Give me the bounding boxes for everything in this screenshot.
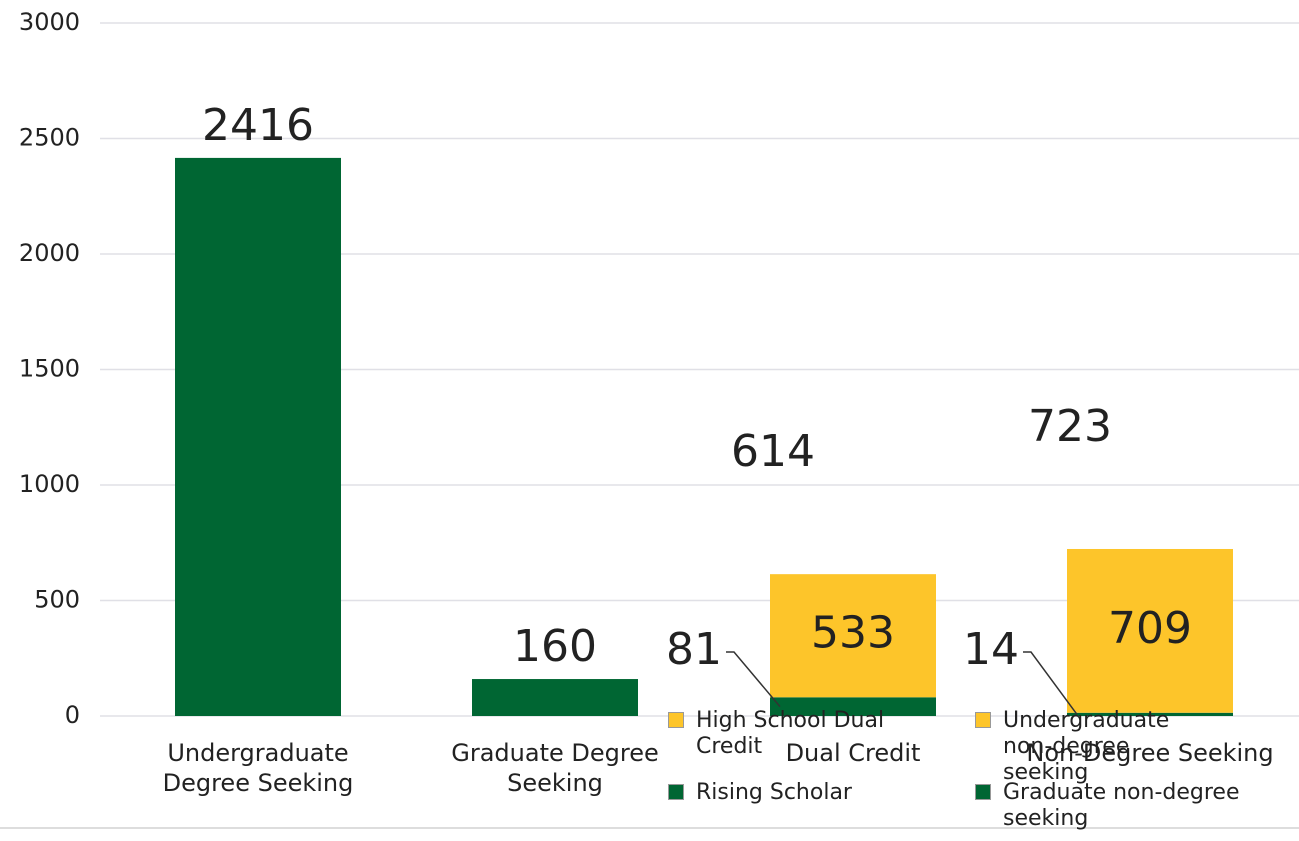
legend-label: Rising Scholar — [696, 780, 852, 805]
legend-label: Undergraduate non-degree seeking — [1003, 708, 1170, 785]
bar-segment — [1067, 548, 1233, 713]
data-label: 14 — [963, 624, 1019, 675]
bar-segment — [770, 697, 936, 716]
data-label: 2416 — [202, 100, 314, 151]
y-tick-label: 3000 — [19, 8, 80, 36]
legend-item: Graduate non-degree seeking — [975, 780, 1275, 832]
legend-swatch — [668, 712, 684, 728]
legend-label: Graduate non-degree seeking — [1003, 780, 1240, 831]
x-tick-label: Graduate Degree Seeking — [451, 739, 659, 797]
y-tick-label: 2000 — [19, 239, 80, 267]
legend-item: Undergraduate non-degree seeking — [975, 708, 1185, 786]
y-tick-label: 1000 — [19, 470, 80, 498]
data-label: 709 — [1108, 603, 1192, 654]
x-tick-label: Dual Credit — [785, 739, 921, 767]
bar-segment — [175, 157, 341, 717]
x-tick-label: Undergraduate Degree Seeking — [162, 739, 354, 797]
x-tick-label: Non-Degree Seeking — [1026, 739, 1274, 767]
data-label: 81 — [666, 624, 722, 675]
total-label: 723 — [1028, 401, 1112, 452]
total-label: 614 — [731, 426, 815, 477]
bar-segment — [472, 679, 638, 716]
y-tick-label: 2500 — [19, 124, 80, 152]
legend-label: High School Dual Credit — [696, 708, 885, 759]
leader-line — [1023, 651, 1078, 715]
y-tick-label: 0 — [65, 701, 80, 729]
leader-line — [726, 651, 781, 708]
legend-swatch — [975, 784, 991, 800]
bar-segment — [770, 574, 936, 698]
bar-segment — [1067, 712, 1233, 716]
y-tick-label: 500 — [34, 586, 80, 614]
legend-swatch — [668, 784, 684, 800]
data-label: 533 — [811, 608, 895, 659]
legend-swatch — [975, 712, 991, 728]
y-tick-label: 1500 — [19, 355, 80, 383]
data-label: 160 — [513, 621, 597, 672]
legend-item: Rising Scholar — [668, 780, 918, 806]
legend-item: High School Dual Credit — [668, 708, 918, 760]
